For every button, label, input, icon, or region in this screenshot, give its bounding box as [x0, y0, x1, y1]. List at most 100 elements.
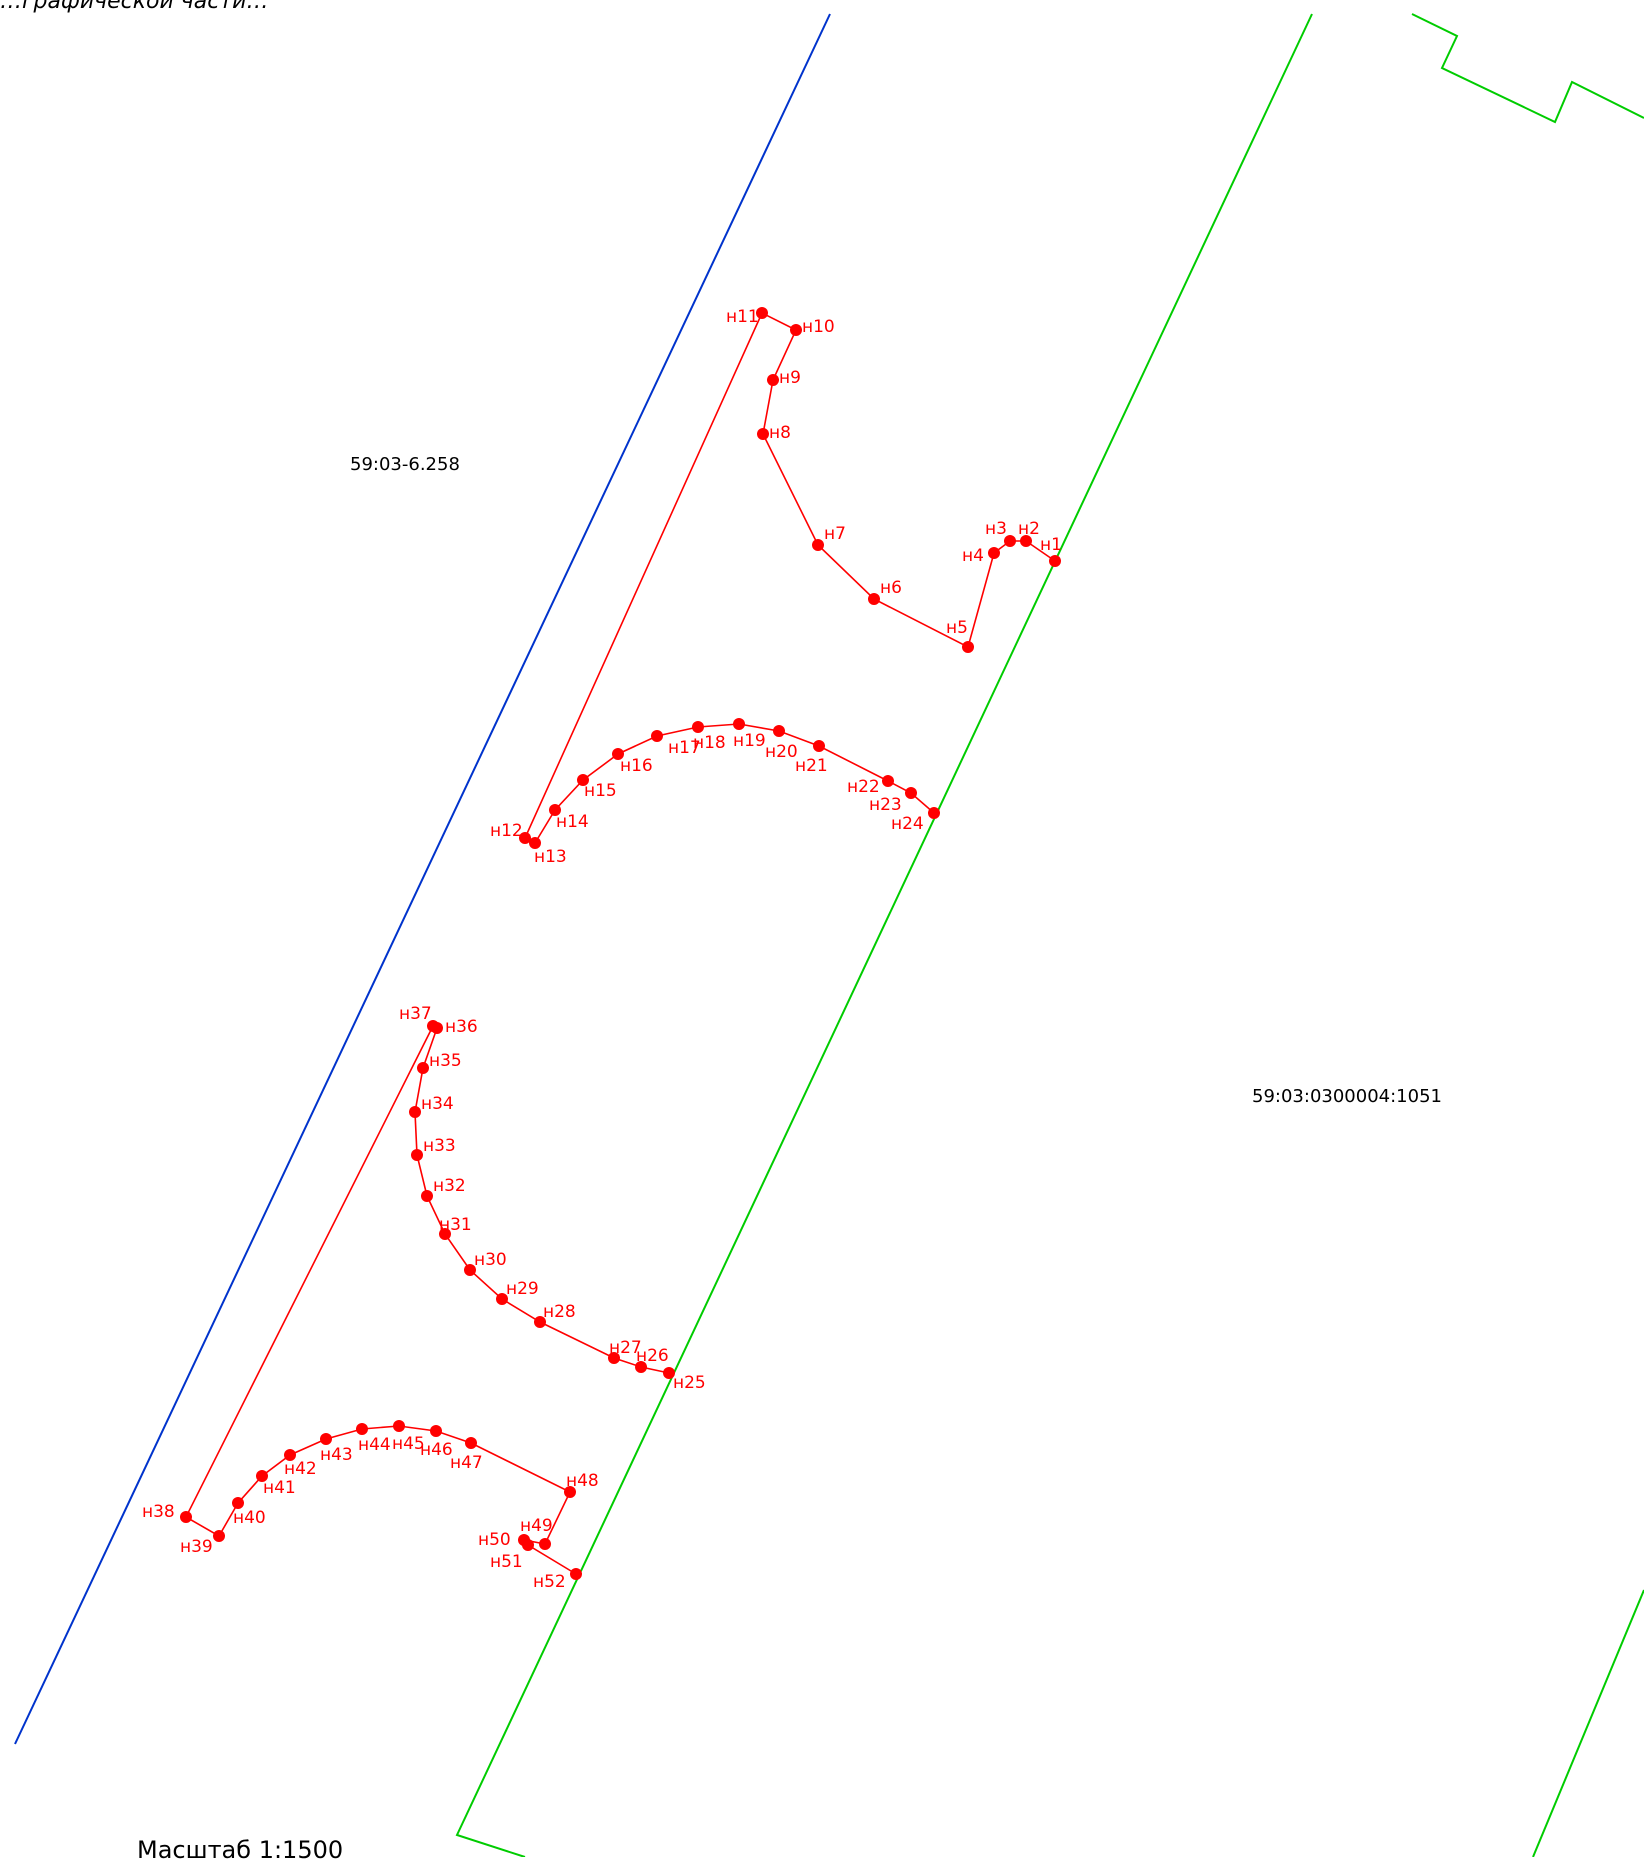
survey-point-marker[interactable]: [577, 774, 589, 786]
scale-text: Масштаб 1:1500: [137, 1836, 344, 1864]
survey-point-label: н33: [423, 1136, 456, 1156]
survey-point-label: н49: [520, 1516, 553, 1536]
survey-point-label: н6: [880, 578, 902, 598]
survey-point-label: н47: [450, 1453, 483, 1473]
survey-point-marker[interactable]: [733, 718, 745, 730]
survey-point-marker[interactable]: [213, 1530, 225, 1542]
sheet-header-text: …графической части…: [0, 0, 269, 14]
survey-point-marker[interactable]: [868, 593, 880, 605]
survey-point-label: н35: [429, 1051, 462, 1071]
survey-point-marker[interactable]: [549, 804, 561, 816]
survey-point-marker[interactable]: [356, 1423, 368, 1435]
survey-point-marker[interactable]: [962, 641, 974, 653]
survey-point-label: н42: [284, 1459, 317, 1479]
survey-point-label: н45: [392, 1434, 425, 1454]
survey-point-label: н14: [556, 812, 589, 832]
contour-1: [523, 311, 1056, 845]
survey-point-label: н38: [142, 1502, 175, 1522]
survey-point-marker[interactable]: [612, 748, 624, 760]
survey-point-label: н30: [474, 1250, 507, 1270]
survey-point-label: н8: [769, 423, 791, 443]
survey-point-label: н18: [693, 733, 726, 753]
survey-point-label: н17: [668, 738, 701, 758]
survey-point-label: н5: [946, 618, 968, 638]
parcel-label-right: 59:03:0300004:1051: [1252, 1086, 1442, 1107]
survey-point-marker[interactable]: [692, 721, 704, 733]
survey-point-label: н43: [320, 1445, 353, 1465]
survey-point-marker[interactable]: [465, 1437, 477, 1449]
survey-point-marker[interactable]: [756, 307, 768, 319]
survey-point-label: н23: [869, 795, 902, 815]
survey-point-marker[interactable]: [232, 1497, 244, 1509]
survey-point-marker[interactable]: [813, 740, 825, 752]
survey-point-label: н12: [490, 821, 523, 841]
survey-point-marker[interactable]: [651, 730, 663, 742]
survey-point-marker[interactable]: [773, 725, 785, 737]
survey-point-marker[interactable]: [534, 1316, 546, 1328]
survey-point-marker[interactable]: [522, 1539, 534, 1551]
survey-point-label: н22: [847, 777, 880, 797]
survey-point-marker[interactable]: [767, 374, 779, 386]
survey-point-marker[interactable]: [928, 807, 940, 819]
survey-point-marker[interactable]: [409, 1106, 421, 1118]
survey-point-marker[interactable]: [570, 1568, 582, 1580]
survey-point-marker[interactable]: [496, 1293, 508, 1305]
survey-point-marker[interactable]: [256, 1470, 268, 1482]
survey-point-marker[interactable]: [284, 1449, 296, 1461]
survey-point-marker[interactable]: [539, 1538, 551, 1550]
survey-point-label: н48: [566, 1471, 599, 1491]
survey-point-marker[interactable]: [417, 1062, 429, 1074]
survey-point-marker[interactable]: [393, 1420, 405, 1432]
survey-point-marker[interactable]: [757, 428, 769, 440]
survey-point-marker[interactable]: [1004, 535, 1016, 547]
survey-point-label: н10: [802, 317, 835, 337]
parcel-boundary-top-right: [1411, 13, 1644, 124]
parcel-boundary-bottom-right: [1532, 1589, 1644, 1857]
survey-point-label: н34: [421, 1094, 454, 1114]
survey-point-marker[interactable]: [180, 1511, 192, 1523]
survey-point-marker[interactable]: [320, 1433, 332, 1445]
survey-point-label: н9: [779, 368, 801, 388]
survey-point-label: н37: [399, 1004, 432, 1024]
survey-point-label: н28: [543, 1302, 576, 1322]
survey-point-marker[interactable]: [1020, 535, 1032, 547]
survey-point-marker[interactable]: [663, 1367, 675, 1379]
survey-point-label: н44: [358, 1435, 391, 1455]
parcel-boundary-main: [455, 13, 1313, 1857]
survey-point-label: н39: [180, 1537, 213, 1557]
survey-point-marker[interactable]: [430, 1425, 442, 1437]
survey-point-marker[interactable]: [529, 837, 541, 849]
survey-point-label: н51: [490, 1552, 523, 1572]
survey-point-label: н41: [263, 1478, 296, 1498]
survey-point-label: н50: [478, 1530, 511, 1550]
survey-point-marker[interactable]: [421, 1190, 433, 1202]
survey-point-marker[interactable]: [988, 547, 1000, 559]
survey-point-marker[interactable]: [905, 787, 917, 799]
blue-boundary-line: [14, 13, 831, 1745]
survey-point-marker[interactable]: [464, 1264, 476, 1276]
survey-point-label: н32: [433, 1176, 466, 1196]
survey-point-label: н21: [795, 756, 828, 776]
survey-point-label: н52: [533, 1572, 566, 1592]
survey-point-marker[interactable]: [439, 1228, 451, 1240]
survey-point-marker[interactable]: [519, 832, 531, 844]
survey-point-label: н11: [726, 307, 759, 327]
survey-point-marker[interactable]: [812, 539, 824, 551]
survey-point-marker[interactable]: [564, 1486, 576, 1498]
survey-point-marker[interactable]: [790, 324, 802, 336]
survey-point-label: н2: [1018, 519, 1040, 539]
survey-point-label: н13: [534, 847, 567, 867]
survey-point-marker[interactable]: [411, 1149, 423, 1161]
survey-point-label: н31: [439, 1215, 472, 1235]
survey-point-marker[interactable]: [1049, 555, 1061, 567]
survey-contours: [184, 311, 1056, 1575]
survey-point-marker[interactable]: [882, 775, 894, 787]
survey-point-marker[interactable]: [635, 1361, 647, 1373]
survey-point-label: н20: [765, 742, 798, 762]
parcel-label-left: 59:03-6.258: [350, 454, 460, 475]
survey-point-marker[interactable]: [608, 1352, 620, 1364]
survey-point-marker[interactable]: [427, 1020, 439, 1032]
survey-point-label: н19: [733, 731, 766, 751]
